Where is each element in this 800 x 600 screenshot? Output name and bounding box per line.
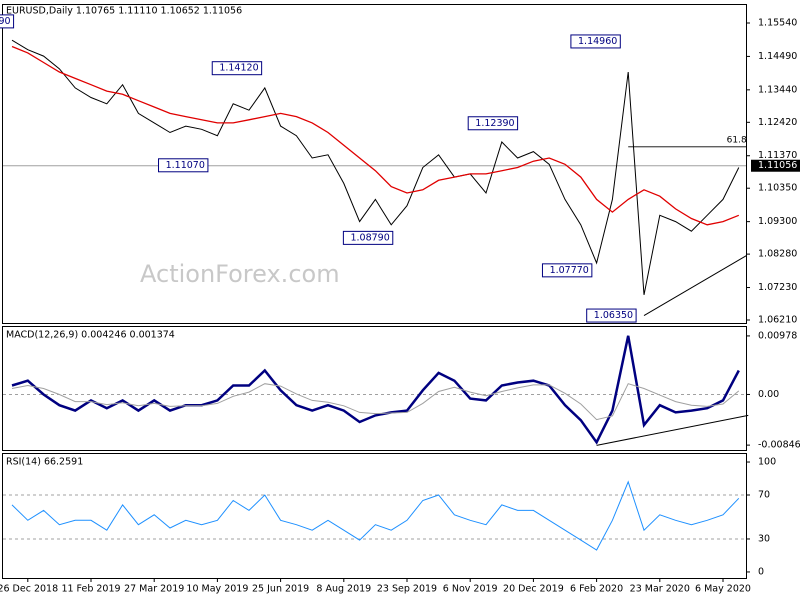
y-tick-label: 1.15540 — [758, 17, 797, 28]
chart-title: MACD(12,26,9) 0.004246 0.001374 — [6, 330, 175, 341]
y-tick-label: 1.08280 — [758, 249, 797, 260]
x-tick-label: 25 Jun 2019 — [252, 584, 309, 595]
y-tick-label: 0.00978 — [758, 330, 797, 341]
series-line — [11, 39, 740, 295]
fib-label: 61.8 — [727, 135, 747, 145]
annotation-label: 1.06350 — [594, 310, 633, 321]
x-tick-label: 6 May 2020 — [695, 584, 751, 595]
rsi-panel — [2, 453, 747, 579]
annotation-box — [342, 230, 394, 245]
x-tick-label: 23 Mar 2020 — [630, 584, 690, 595]
trendline — [643, 254, 747, 316]
y-tick-label: 1.10350 — [758, 183, 797, 194]
last-price-label: 1.11056 — [758, 160, 797, 171]
y-tick-label: 1.11370 — [758, 150, 797, 161]
x-tick-label: 20 Dec 2019 — [503, 584, 564, 595]
y-tick-label: 1.12420 — [758, 117, 797, 128]
series-line — [11, 335, 740, 445]
y-tick-label: -0.008464 — [758, 440, 800, 451]
y-tick-label: 70 — [758, 490, 770, 501]
x-tick-label: 27 Mar 2019 — [124, 584, 184, 595]
y-tick-label: 1.09300 — [758, 216, 797, 227]
annotation-box — [467, 116, 519, 131]
series-line — [11, 480, 740, 551]
annotation-label: 90 — [0, 16, 11, 27]
y-tick-label: 100 — [758, 457, 776, 468]
annotation-label: 1.12390 — [475, 118, 514, 129]
series-line — [11, 45, 740, 226]
annotation-box — [570, 34, 621, 49]
annotation-label: 1.14120 — [219, 63, 258, 74]
annotation-label: 1.14960 — [578, 36, 617, 47]
annotation-box — [158, 158, 209, 173]
macd-panel — [2, 326, 747, 451]
chart-title: EURUSD,Daily 1.10765 1.11110 1.10652 1.1… — [6, 6, 242, 17]
chart-title: RSI(14) 66.2591 — [6, 457, 83, 468]
annotation-label: 1.11070 — [166, 160, 205, 171]
y-tick-label: 1.14490 — [758, 51, 797, 62]
x-tick-label: 26 Dec 2018 — [0, 584, 58, 595]
series-line — [11, 383, 740, 421]
x-tick-label: 8 Aug 2019 — [316, 584, 371, 595]
y-tick-label: 1.13440 — [758, 84, 797, 95]
x-tick-label: 6 Feb 2020 — [570, 584, 623, 595]
y-tick-label: 0.00 — [758, 389, 779, 400]
x-tick-label: 11 Feb 2019 — [61, 584, 120, 595]
annotation-box — [0, 14, 15, 29]
x-tick-label: 23 Sep 2019 — [377, 584, 437, 595]
annotation-label: 1.08790 — [350, 232, 389, 243]
y-tick-label: 1.06210 — [758, 315, 797, 326]
annotation-label: 1.07770 — [550, 265, 589, 276]
last-price-box — [751, 159, 800, 172]
y-tick-label: 30 — [758, 533, 770, 544]
x-tick-label: 10 May 2019 — [186, 584, 248, 595]
annotation-box — [211, 61, 263, 76]
annotation-box — [586, 308, 637, 323]
price-panel — [2, 4, 747, 324]
watermark: ActionForex.com — [140, 260, 340, 288]
y-tick-label: 0 — [758, 566, 764, 577]
annotation-box — [541, 263, 593, 278]
y-tick-label: 1.07230 — [758, 282, 797, 293]
trendline — [596, 414, 749, 446]
x-tick-label: 6 Nov 2019 — [443, 584, 498, 595]
